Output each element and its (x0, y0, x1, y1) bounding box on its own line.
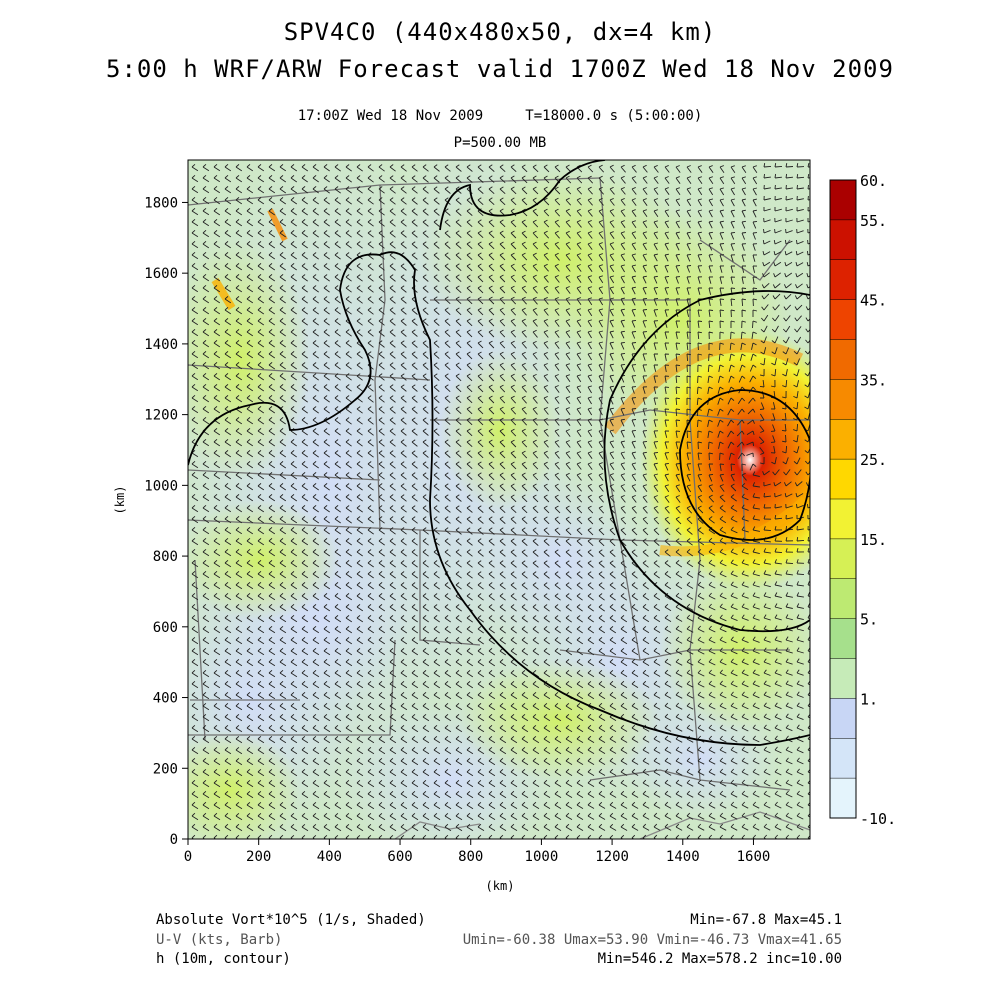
x-tick-label: 800 (458, 849, 483, 865)
colorbar-label: 15. (860, 531, 887, 549)
y-tick-label: 600 (153, 620, 178, 636)
shade-mid (188, 240, 310, 480)
field3-stats: Min=546.2 Max=578.2 inc=10.00 (597, 951, 842, 967)
x-tick-label: 1400 (666, 849, 700, 865)
field2-stats: Umin=-60.38 Umax=53.90 Vmin=-46.73 Vmax=… (462, 932, 842, 948)
y-tick-label: 800 (153, 549, 178, 565)
y-tick-label: 0 (170, 832, 178, 848)
colorbar-swatch (830, 578, 856, 620)
y-axis: 0 200 400 600 800 1000 1200 1400 1600 1800 (144, 195, 188, 848)
state-borders (188, 177, 810, 839)
colorbar-swatch (830, 259, 856, 301)
y-tick-label: 200 (153, 761, 178, 777)
y-tick-label: 1400 (144, 337, 178, 353)
state-border (188, 469, 381, 481)
forecast-title: 5:00 h WRF/ARW Forecast valid 1700Z Wed … (106, 55, 894, 83)
shade-band (604, 338, 804, 435)
height-contour (439, 160, 606, 231)
y-tick-label: 1200 (144, 408, 178, 424)
colorbar-swatch (830, 299, 856, 340)
field2-name: U-V (kts, Barb) (156, 932, 283, 948)
shade-mid (188, 500, 340, 620)
plot-area (188, 160, 810, 839)
valid-time: 17:00Z Wed 18 Nov 2009 (297, 108, 484, 124)
colorbar-label: 55. (860, 212, 887, 230)
colorbar-swatch (830, 459, 856, 500)
colorbar-swatch (830, 738, 856, 779)
colorbar-swatch (830, 698, 856, 739)
colorbar-swatch (830, 180, 856, 221)
colorbar-frame (829, 179, 857, 819)
height-contour (679, 389, 810, 541)
height-contour (188, 251, 810, 746)
state-border (699, 779, 791, 791)
colorbar-label: 1. (860, 690, 878, 708)
state-border (559, 649, 790, 661)
colorbar-swatch (830, 538, 856, 580)
state-border (194, 559, 206, 741)
colorbar-label: 60. (860, 172, 887, 190)
field3-name: h (10m, contour) (156, 951, 291, 967)
field1-stats: Min=-67.8 Max=45.1 (690, 912, 842, 928)
plot-title: SPV4C0 (440x480x50, dx=4 km) (283, 18, 717, 46)
coastline (639, 811, 810, 839)
colorbar-label: 45. (860, 292, 887, 310)
colorbar-swatch (830, 778, 856, 819)
shade-streak (211, 277, 236, 311)
x-tick-label: 0 (184, 849, 192, 865)
colorbar-label: 35. (860, 371, 887, 389)
colorbar-swatch (830, 219, 856, 261)
state-border (589, 769, 701, 781)
x-tick-label: 1600 (737, 849, 771, 865)
colorbar-swatch (830, 339, 856, 380)
colorbar-swatch (830, 379, 856, 420)
state-border (419, 530, 481, 646)
time-subtitle: 17:00Z Wed 18 Nov 2009 T=18000.0 s (5:00… (0, 108, 1000, 124)
colorbar-swatch (830, 419, 856, 460)
x-axis: 0 200 400 600 800 1000 1200 1400 1600 (184, 839, 771, 865)
height-contours (188, 160, 810, 746)
x-tick-label: 600 (387, 849, 412, 865)
field1-name: Absolute Vort*10^5 (1/s, Shaded) (156, 912, 426, 928)
state-border (699, 239, 791, 281)
state-border (374, 184, 386, 531)
y-axis-label: (km) (113, 486, 127, 515)
x-tick-label: 400 (317, 849, 342, 865)
pressure-level: P=500.00 MB (453, 135, 547, 151)
state-border (689, 300, 701, 781)
colorbar-label: -10. (860, 810, 896, 828)
colorbar-swatch (830, 658, 856, 699)
state-border (188, 639, 396, 736)
y-tick-label: 1000 (144, 478, 178, 494)
colorbar-swatch (830, 499, 856, 540)
colorbar-label: 25. (860, 451, 887, 469)
colorbar: 60. 55. 45. 35. 25. 15. 5. 1. -10. (829, 172, 896, 828)
x-tick-label: 200 (246, 849, 271, 865)
state-border (188, 519, 810, 546)
y-tick-label: 1800 (144, 195, 178, 211)
colorbar-swatch (830, 618, 856, 659)
shade-band (659, 496, 809, 557)
x-axis-label: (km) (486, 879, 515, 893)
shade-mid (188, 730, 300, 839)
x-tick-label: 1200 (595, 849, 629, 865)
simulation-time: T=18000.0 s (5:00:00) (525, 108, 703, 124)
colorbar-label: 5. (860, 611, 878, 629)
height-contour (603, 290, 810, 633)
y-tick-label: 1600 (144, 266, 178, 282)
plot-frame (187, 159, 811, 840)
y-tick-label: 400 (153, 691, 178, 707)
state-border (649, 409, 810, 421)
x-tick-label: 1000 (525, 849, 559, 865)
shade-low (470, 470, 650, 650)
